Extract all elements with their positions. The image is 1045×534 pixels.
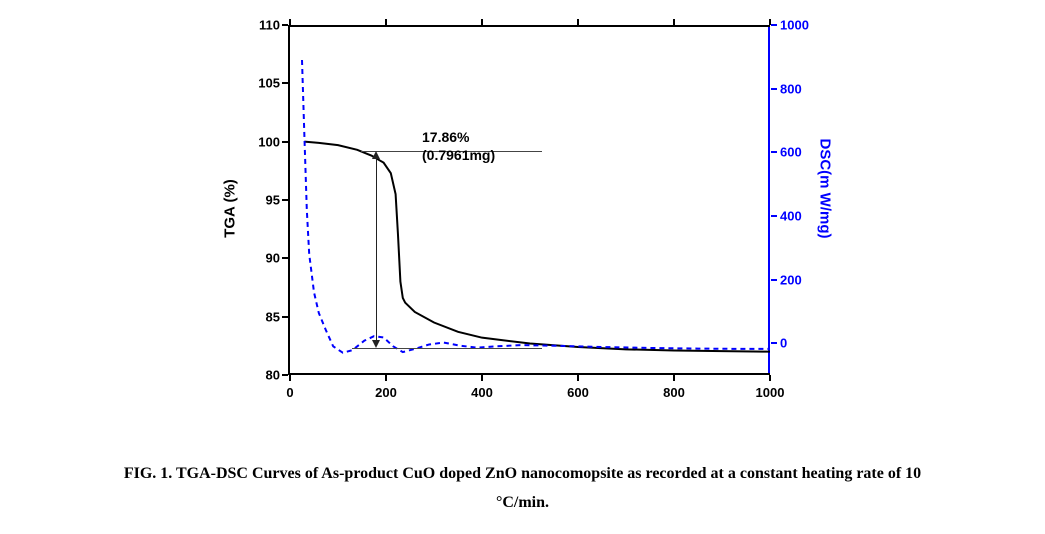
tick-left (282, 24, 288, 26)
figure-caption: FIG. 1. TGA-DSC Curves of As-product CuO… (0, 460, 1045, 518)
tick-right (771, 215, 777, 217)
y-right-tick-label: 800 (780, 81, 802, 96)
tick-top (769, 19, 771, 25)
y-left-tick-label: 100 (258, 134, 280, 149)
tick-bottom (673, 375, 675, 381)
y-right-tick-label: 600 (780, 145, 802, 160)
y-right-tick-label: 1000 (780, 18, 809, 33)
tick-top (481, 19, 483, 25)
tick-right (771, 151, 777, 153)
tick-left (282, 257, 288, 259)
arrow-head-up (372, 151, 380, 159)
y-right-tick-label: 200 (780, 272, 802, 287)
y-axis-left-title: TGA (%) (222, 179, 239, 238)
chart-curves-svg (290, 25, 770, 375)
y-left-tick-label: 105 (258, 76, 280, 91)
x-tick-label: 0 (286, 385, 293, 400)
tick-bottom (481, 375, 483, 381)
x-tick-label: 1000 (756, 385, 785, 400)
y-right-tick-label: 400 (780, 208, 802, 223)
y-left-tick-label: 90 (266, 251, 280, 266)
annotation-arrow (376, 156, 377, 343)
tick-bottom (289, 375, 291, 381)
x-tick-label: 600 (567, 385, 589, 400)
tick-right (771, 24, 777, 26)
arrow-head-down (372, 340, 380, 348)
x-tick-label: 800 (663, 385, 685, 400)
annotation-mass: (0.7961mg) (422, 147, 495, 163)
y-axis-right-title: DSC(m W/mg) (817, 139, 834, 239)
annotation-percent: 17.86% (422, 129, 469, 145)
tick-top (577, 19, 579, 25)
tick-top (673, 19, 675, 25)
tick-right (771, 342, 777, 344)
caption-line2: °C/min. (496, 494, 549, 511)
dsc-curve (302, 60, 770, 353)
reference-line-bottom (352, 348, 542, 349)
mass-loss-annotation: 17.86% (0.7961mg) (422, 128, 495, 164)
tick-right (771, 279, 777, 281)
tick-left (282, 82, 288, 84)
x-tick-label: 200 (375, 385, 397, 400)
tick-left (282, 199, 288, 201)
y-left-tick-label: 110 (259, 18, 280, 33)
y-left-tick-label: 85 (266, 309, 280, 324)
tick-top (289, 19, 291, 25)
tick-top (385, 19, 387, 25)
x-tick-label: 400 (471, 385, 493, 400)
tga-curve (304, 142, 770, 352)
tick-bottom (769, 375, 771, 381)
caption-line1: FIG. 1. TGA-DSC Curves of As-product CuO… (124, 465, 921, 482)
tick-bottom (385, 375, 387, 381)
tick-right (771, 88, 777, 90)
tick-left (282, 141, 288, 143)
y-right-tick-label: 0 (780, 336, 787, 351)
tick-left (282, 316, 288, 318)
y-left-tick-label: 80 (266, 368, 280, 383)
tick-bottom (577, 375, 579, 381)
chart-container: 17.86% (0.7961mg) TGA (%) DSC(m W/mg) 80… (220, 10, 840, 410)
tick-left (282, 374, 288, 376)
y-left-tick-label: 95 (266, 193, 280, 208)
